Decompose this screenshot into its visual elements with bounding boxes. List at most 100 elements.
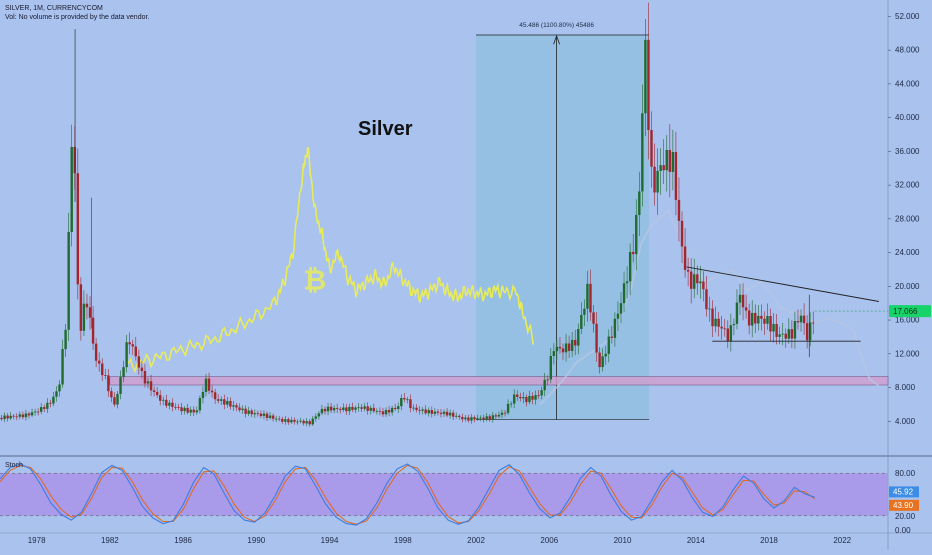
candle-body — [708, 308, 711, 310]
candle-body — [128, 342, 131, 345]
y-tick-label: 12.000 — [895, 349, 920, 358]
y-tick-label: 44.000 — [895, 79, 920, 88]
candle-body — [808, 322, 812, 341]
candle-body — [125, 342, 128, 368]
candle-body — [238, 407, 241, 411]
candle-body — [583, 308, 586, 315]
candle-body — [82, 303, 86, 331]
candle-body — [18, 414, 22, 417]
candle-body — [531, 395, 534, 400]
candle-body — [482, 417, 485, 420]
y-tick-label: 52.000 — [895, 12, 920, 21]
candle-body — [522, 397, 525, 399]
candle-body — [702, 281, 705, 290]
candle-body — [155, 391, 159, 396]
candle-body — [564, 343, 568, 353]
candle-body — [335, 407, 339, 409]
stoch-tick-label: 20.00 — [895, 512, 916, 521]
candle-body — [528, 395, 531, 403]
candle-body — [223, 399, 226, 405]
candle-body — [64, 329, 67, 350]
candle-body — [558, 346, 562, 349]
candle-body — [711, 308, 714, 327]
candle-body — [177, 406, 180, 408]
candle-body — [589, 283, 592, 313]
candle-body — [311, 418, 314, 425]
candle-body — [119, 377, 122, 394]
x-tick-label: 1982 — [101, 536, 119, 545]
measure-arrowhead — [553, 34, 560, 45]
x-tick-label: 2018 — [760, 536, 778, 545]
candle-body — [418, 409, 421, 411]
candle-body — [436, 411, 440, 413]
candle-body — [299, 420, 302, 422]
stoch-d-badge — [889, 499, 919, 511]
candle-body — [30, 412, 34, 416]
y-tick-label: 20.000 — [895, 282, 920, 291]
x-tick-label: 1978 — [28, 536, 46, 545]
candle-body — [787, 329, 791, 339]
candle-body — [323, 408, 327, 412]
candle-body — [668, 149, 672, 172]
candle-body — [369, 407, 372, 411]
candle-body — [171, 402, 174, 407]
candle-body — [24, 413, 28, 418]
candle-body — [36, 411, 40, 413]
candle-body — [137, 356, 141, 368]
candle-body — [210, 390, 214, 393]
candle-body — [796, 321, 800, 323]
measure-range-box — [476, 34, 650, 420]
y-tick-label: 40.000 — [895, 113, 920, 122]
candle-body — [656, 170, 659, 193]
candle-body — [549, 355, 553, 380]
candle-body — [232, 405, 235, 407]
candle-body — [561, 348, 565, 353]
candle-body — [683, 246, 687, 270]
candle-body — [720, 326, 723, 329]
candle-body — [595, 323, 598, 353]
candle-body — [281, 418, 284, 422]
candle-body — [665, 149, 668, 171]
candle-body — [85, 303, 89, 308]
candle-body — [799, 315, 803, 323]
candle-body — [635, 214, 638, 255]
stoch-title: Stoch — [5, 462, 23, 469]
volume-note: Vol: No volume is provided by the data v… — [5, 14, 150, 21]
stoch-band — [0, 473, 888, 516]
y-tick-label: 16.000 — [895, 316, 920, 325]
candle-body — [732, 323, 736, 326]
candle-body — [421, 409, 424, 411]
y-tick-label: 36.000 — [895, 147, 920, 156]
candle-body — [458, 415, 461, 417]
candle-body — [570, 339, 574, 351]
candle-body — [274, 418, 278, 420]
candle-body — [247, 410, 250, 414]
candle-body — [61, 349, 64, 385]
candle-body — [619, 303, 623, 314]
candle-body — [278, 418, 281, 420]
candle-body — [693, 274, 696, 289]
candle-body — [91, 317, 95, 344]
candle-body — [714, 318, 717, 327]
candle-body — [159, 395, 162, 401]
candle-body — [134, 346, 137, 357]
candle-body — [430, 410, 433, 414]
candle-body — [146, 381, 150, 384]
candle-body — [717, 318, 720, 327]
y-tick-label: 8.000 — [895, 383, 916, 392]
candle-body — [516, 394, 519, 397]
candle-body — [509, 403, 513, 405]
candle-body — [384, 409, 388, 415]
candle-body — [680, 220, 684, 247]
candle-body — [476, 418, 479, 420]
last-price-label: 17.066 — [893, 307, 918, 316]
stoch-tick-label: 80.00 — [895, 469, 916, 478]
candle-body — [287, 419, 290, 423]
descending-trendline — [686, 266, 879, 302]
candle-body — [671, 152, 675, 172]
candle-body — [27, 413, 31, 416]
candle-body — [689, 271, 693, 289]
candle-body — [101, 363, 104, 376]
